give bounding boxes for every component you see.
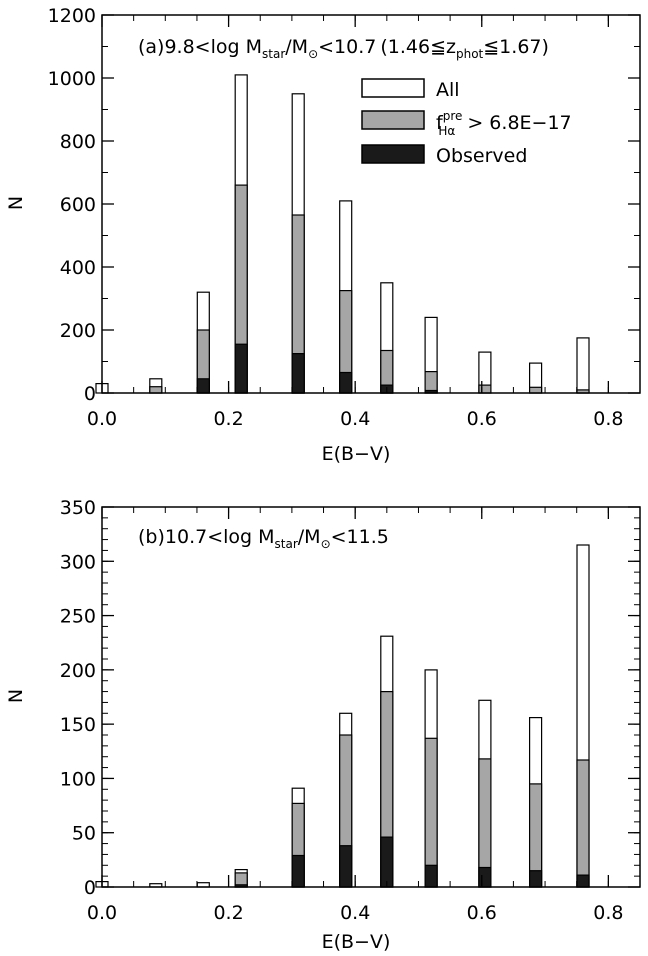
panel-b-tick-labels: 0 50 100 150 200 250 300 350 0.0 0.2 0.4 0.6 0.8 [60, 497, 624, 924]
panel-a-xtick-label-0.8: 0.8 [593, 408, 623, 430]
panel-a-ytick-label-600: 600 [60, 194, 96, 216]
panel-b-frame [101, 506, 641, 888]
panel-b-ytick-label-150: 150 [60, 714, 96, 736]
panel-b-xtick-label-0.0: 0.0 [87, 902, 117, 924]
legend-label-all: All [436, 79, 460, 101]
panel-a-xtick-label-0.6: 0.6 [467, 408, 497, 430]
panel-b-bar-observed-7 [424, 864, 438, 888]
panel-a-annot-mid: /M [285, 36, 308, 58]
panel-a-xlabel: E(B−V) [322, 443, 391, 465]
panel-a-annot-suffix: <10.7 [318, 36, 376, 58]
panel-b-bar-predicted-7 [424, 737, 438, 888]
panel-b-xtick-label-0.2: 0.2 [213, 902, 243, 924]
panel-a-ytick-label-800: 800 [60, 131, 96, 153]
panel-a-annot-sub2: ⊙ [308, 47, 318, 61]
panel-b-annot-suffix: <11.5 [331, 526, 389, 548]
panel-a-legend: All fpre Hα > 6.8E−17 Observed [361, 78, 572, 167]
panel-a-bar-predicted-8 [478, 384, 492, 394]
panel-b-ytick-label-0: 0 [84, 877, 96, 899]
legend-label-f-sup: pre [443, 109, 463, 123]
panel-b-ytick-label-200: 200 [60, 660, 96, 682]
panel-b-annot-sub2: ⊙ [321, 537, 331, 551]
panel-b-ylabel: N [5, 689, 27, 703]
panel-a-bars [95, 74, 590, 394]
panel-b-bar-observed-8 [478, 866, 492, 888]
panel-b-ytick-label-100: 100 [60, 768, 96, 790]
legend-label-f-rest: > 6.8E−17 [461, 112, 571, 134]
panel-b-xtick-label-0.6: 0.6 [467, 902, 497, 924]
panel-b: 0 50 100 150 200 250 300 350 0.0 0.2 0.4 0.6 0.8 E(B… [5, 497, 641, 953]
legend-swatch-observed [361, 144, 425, 164]
panel-a-xtick-label-0.4: 0.4 [340, 408, 370, 430]
panel-a-ylabel: N [5, 196, 27, 210]
panel-b-bar-observed-9 [528, 870, 543, 888]
panel-a-ticks [101, 14, 641, 394]
panel-a-annot-z-prefix: (1.46≦z [380, 36, 456, 58]
panel-b-bar-observed-4 [291, 854, 305, 888]
panel-b-xtick-label-0.8: 0.8 [593, 902, 623, 924]
panel-b-annotation: (b)10.7<log Mstar/M⊙<11.5 [138, 526, 389, 551]
panel-a-bar-predicted-1 [149, 386, 163, 394]
panel-a-annot-prefix: (a)9.8<log M [138, 36, 262, 58]
legend-label-f-sub: Hα [438, 124, 455, 138]
panel-a-annot-z-sub: phot [456, 47, 484, 61]
panel-b-annot-prefix: (b)10.7<log M [138, 526, 275, 548]
panel-b-ytick-label-300: 300 [60, 551, 96, 573]
panel-a-ytick-label-1000: 1000 [48, 68, 96, 90]
panel-b-bar-predicted-10 [576, 759, 590, 888]
panel-b-annot-mid: /M [298, 526, 321, 548]
panel-a-bar-observed-4 [291, 353, 305, 394]
panel-a-bar-observed-3 [234, 343, 248, 394]
panel-b-ytick-label-50: 50 [72, 823, 96, 845]
panel-a-ytick-label-200: 200 [60, 320, 96, 342]
panel-a-frame [101, 14, 641, 394]
panel-b-bars [95, 544, 590, 888]
panel-b-ytick-label-350: 350 [60, 497, 96, 519]
panel-a-annot-sub1: star [262, 47, 285, 61]
panel-b-annot-sub1: star [275, 537, 298, 551]
panel-a-xtick-label-0.2: 0.2 [213, 408, 243, 430]
panel-a-bar-predicted-7 [424, 371, 438, 394]
panel-b-xlabel: E(B−V) [322, 931, 391, 953]
panel-a-bar-predicted-9 [528, 386, 543, 394]
panel-a-bar-observed-2 [196, 378, 210, 394]
panel-b-ytick-label-250: 250 [60, 606, 96, 628]
legend-swatch-predicted [361, 110, 425, 130]
legend-label-f: f [436, 112, 444, 134]
panel-b-xtick-label-0.4: 0.4 [340, 902, 370, 924]
panel-a-bar-observed-5 [339, 371, 353, 394]
panel-a-ytick-label-0: 0 [84, 383, 96, 405]
panel-a: 0 200 400 600 800 1000 1200 0.0 0.2 0.4 0.6 0.8 E(B… [5, 5, 641, 465]
legend-swatch-all [361, 78, 425, 98]
panel-b-ticks [101, 506, 641, 888]
legend-label-observed: Observed [436, 145, 527, 167]
panel-a-tick-labels: 0 200 400 600 800 1000 1200 0.0 0.2 0.4 0.6 0.8 [48, 5, 624, 430]
panel-a-bar-all-10 [576, 337, 590, 394]
legend-label-predicted: fpre Hα > 6.8E−17 [436, 109, 572, 138]
panel-a-ytick-label-1200: 1200 [48, 5, 96, 27]
panel-a-annot-z-suffix: ≦1.67) [483, 36, 549, 58]
panel-a-annotation: (a)9.8<log Mstar/M⊙<10.7 (1.46≦zphot≦1.67… [138, 36, 549, 61]
panel-b-bar-observed-6 [380, 836, 394, 888]
panel-b-bar-observed-5 [339, 845, 353, 888]
panel-b-bar-observed-10 [576, 874, 590, 888]
panel-a-xtick-label-0.0: 0.0 [87, 408, 117, 430]
panel-a-ytick-label-400: 400 [60, 257, 96, 279]
